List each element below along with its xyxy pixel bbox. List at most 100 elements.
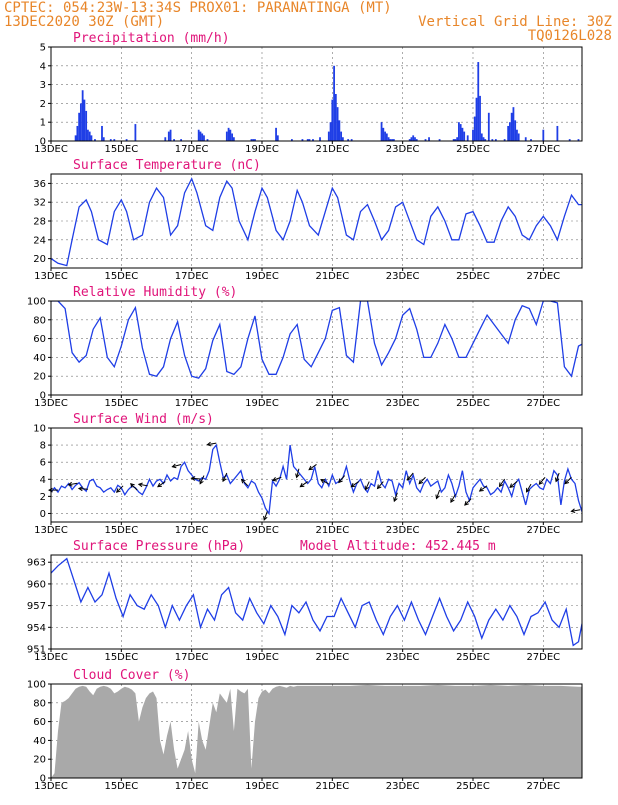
precip-bar [94,139,96,141]
precip-bar [514,120,517,141]
precip-bar [510,112,513,141]
temp-xtick-label: 27DEC [526,271,560,282]
wind-arrow [308,464,317,471]
wind-arrow [130,482,138,491]
wind-arrow [376,481,384,490]
cloud-area [51,684,582,778]
pres-ytick-label: 960 [27,579,46,590]
cloud-xtick-label: 13DEC [34,781,68,792]
precip-bar [199,131,202,141]
precip-bar [385,133,388,141]
precip-bar [454,139,457,141]
pres-subtitle: Model Altitude: 452.445 m [300,539,496,554]
wind-arrow [498,478,506,488]
precip-bar [231,133,234,141]
precip-bar [164,137,167,141]
temp-xtick-label: 13DEC [34,271,68,282]
precip-bar [473,116,476,141]
precip-bar [466,135,469,141]
pres-series-line [51,557,582,647]
precip-bar [391,139,394,141]
precip-bar [254,139,256,141]
wind-arrow [206,441,217,447]
precip-bar [524,137,527,141]
precip-bar [85,110,88,141]
cloud-xtick-label: 25DEC [456,781,490,792]
precip-bar [410,137,413,141]
wind-arrow [299,481,308,488]
precip-bar [414,137,416,141]
precip-bar [512,107,515,141]
precip-bar [472,129,474,141]
wind-xtick-label: 13DEC [34,525,68,536]
precip-bar [336,107,339,141]
temp-ytick-label: 28 [33,217,46,228]
precip-bar [203,135,205,141]
precip-bar [487,112,490,141]
precip-bar [461,127,464,141]
precip-bar [173,139,175,141]
precip-bar [87,129,89,141]
precip-xtick-label: 13DEC [34,144,68,155]
wind-arrow [190,476,201,481]
temp-xtick-label: 25DEC [456,271,490,282]
precip-bar [334,94,337,141]
wind-arrow [115,485,124,493]
header-location: CPTEC: 054:23W-13:34S PROX01: PARANATING… [4,0,392,16]
precip-bar [494,139,497,141]
precip-bar [347,139,350,141]
wind-arrow [364,481,370,491]
wind-title: Surface Wind (m/s) [73,412,214,427]
wind-xtick-label: 17DEC [175,525,209,536]
panel-temp: Surface Temperature (nC) 20 24 28 32 36 13DEC 1… [33,158,583,282]
wind-xtick-label: 21DEC [315,525,349,536]
precip-bar [459,124,462,141]
rh-ytick-label: 60 [33,334,46,345]
precip-xtick-label: 17DEC [175,144,209,155]
precip-bar [134,124,137,141]
precip-bar [479,95,481,141]
wind-xtick-label: 15DEC [104,525,138,536]
temp-xtick-label: 23DEC [386,271,420,282]
precip-bar [88,131,91,141]
precip-bar [387,137,390,141]
precip-bar [90,135,93,141]
cloud-xtick-label: 23DEC [386,781,420,792]
rh-xtick-label: 17DEC [175,398,209,409]
precip-bar [227,127,230,141]
wind-arrow [450,494,456,504]
pres-xtick-label: 19DEC [245,652,279,663]
wind-arrow [525,483,532,493]
temp-ytick-label: 32 [33,198,46,209]
header-grid-line: Vertical Grid Line: 30Z [418,14,612,30]
wind-ytick-label: 10 [33,424,46,435]
cloud-xtick-label: 15DEC [104,781,138,792]
precip-bar [428,137,430,141]
precip-bar [319,137,321,141]
temp-xtick-label: 17DEC [175,271,209,282]
precip-bar [232,137,235,141]
precip-ytick-label: 3 [40,80,46,91]
rh-ytick-label: 20 [33,372,46,383]
panel-pres: Surface Pressure (hPa) Model Altitude: 45… [27,539,583,663]
wind-arrow [157,481,166,488]
temp-xtick-label: 19DEC [245,271,279,282]
rh-xtick-label: 13DEC [34,398,68,409]
precip-bar [542,129,545,141]
precip-bar [331,99,334,141]
temp-ytick-label: 20 [33,254,46,265]
precip-title: Precipitation (mm/h) [73,31,230,46]
wind-ytick-label: 4 [40,475,46,486]
header-model-id: TQ0126L028 [528,28,612,44]
wind-frame [50,427,583,523]
rh-xtick-label: 27DEC [526,398,560,409]
precip-bar [438,139,441,141]
wind-ytick-label: 6 [40,458,46,469]
cloud-ytick-label: 60 [33,717,46,728]
wind-arrow [538,476,546,485]
precip-bar [530,139,532,141]
precip-bar [503,139,506,141]
wind-xtick-label: 19DEC [245,525,279,536]
